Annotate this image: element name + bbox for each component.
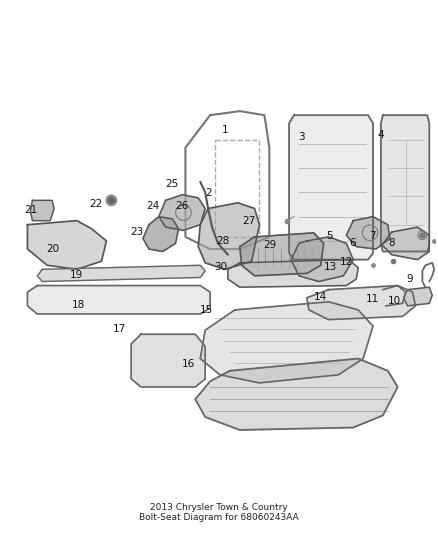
Text: 20: 20 — [46, 244, 59, 254]
Text: 21: 21 — [24, 205, 38, 215]
Circle shape — [106, 195, 117, 206]
Text: 7: 7 — [369, 231, 376, 241]
Text: 13: 13 — [324, 262, 337, 271]
Text: 25: 25 — [165, 179, 178, 189]
Text: 14: 14 — [314, 292, 327, 302]
Text: 22: 22 — [89, 199, 102, 209]
Polygon shape — [289, 115, 373, 260]
Text: 29: 29 — [263, 240, 277, 250]
Text: 2: 2 — [205, 188, 212, 198]
Text: 4: 4 — [378, 130, 385, 140]
Text: 12: 12 — [340, 257, 353, 267]
Polygon shape — [200, 302, 373, 383]
Text: 2013 Chrysler Town & Country
Bolt-Seat Diagram for 68060243AA: 2013 Chrysler Town & Country Bolt-Seat D… — [139, 503, 299, 522]
Polygon shape — [195, 359, 398, 430]
Text: 17: 17 — [113, 324, 126, 334]
Text: 28: 28 — [217, 236, 230, 246]
Text: 9: 9 — [406, 274, 413, 285]
Text: 6: 6 — [350, 238, 357, 248]
Text: 1: 1 — [222, 125, 229, 135]
Polygon shape — [143, 216, 179, 252]
Polygon shape — [37, 265, 205, 281]
Polygon shape — [382, 227, 429, 260]
Text: 15: 15 — [199, 305, 213, 315]
Polygon shape — [131, 334, 205, 387]
Text: 19: 19 — [70, 270, 83, 280]
Text: 8: 8 — [389, 238, 395, 248]
Text: 26: 26 — [176, 201, 189, 211]
Polygon shape — [28, 286, 210, 314]
Polygon shape — [307, 286, 416, 320]
Polygon shape — [381, 115, 429, 252]
Text: 18: 18 — [72, 301, 85, 310]
Text: 23: 23 — [130, 227, 144, 237]
Polygon shape — [28, 221, 106, 269]
Polygon shape — [240, 233, 324, 276]
Text: 3: 3 — [298, 132, 304, 142]
Polygon shape — [30, 200, 54, 221]
Text: 16: 16 — [182, 359, 195, 369]
Polygon shape — [228, 260, 358, 287]
Text: 10: 10 — [388, 296, 401, 306]
Polygon shape — [159, 195, 205, 230]
Text: 24: 24 — [147, 201, 160, 211]
Text: 5: 5 — [326, 231, 332, 241]
Text: 11: 11 — [366, 294, 379, 304]
Polygon shape — [291, 237, 353, 281]
Text: 27: 27 — [243, 216, 256, 226]
Text: 30: 30 — [215, 262, 228, 271]
Polygon shape — [346, 216, 390, 249]
Polygon shape — [198, 203, 259, 269]
Polygon shape — [404, 287, 432, 306]
